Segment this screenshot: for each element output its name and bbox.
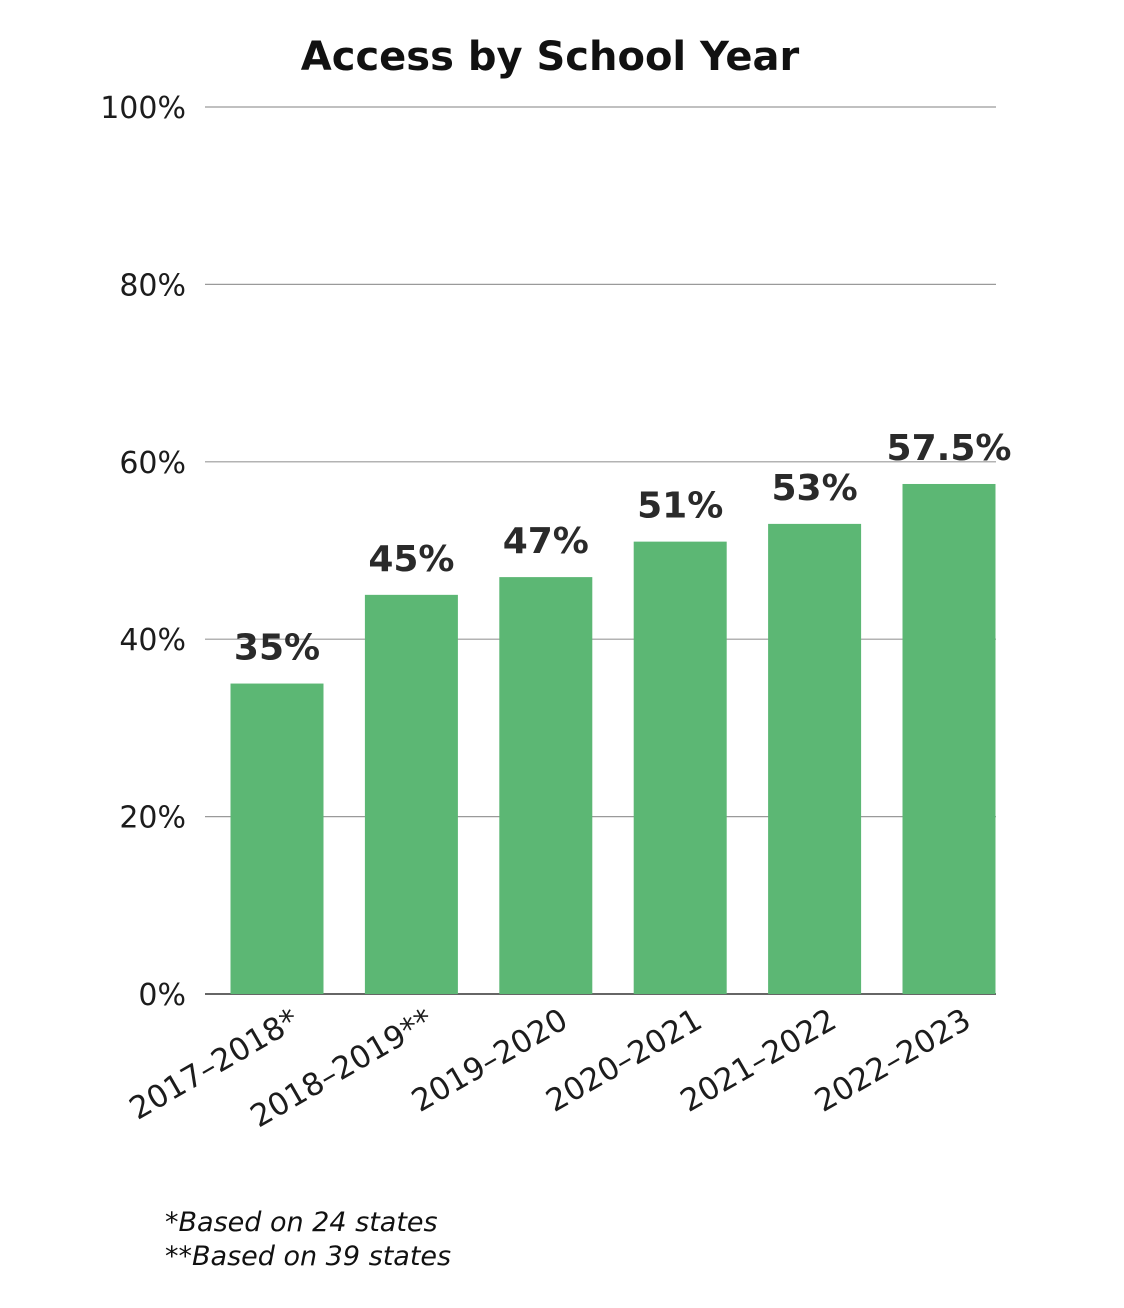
data-label: 45%: [368, 539, 454, 580]
data-label: 47%: [503, 521, 589, 562]
bar: [364, 594, 458, 994]
bar: [499, 577, 593, 994]
y-tick-label: 100%: [100, 91, 186, 126]
bar: [768, 523, 862, 994]
y-tick-label: 80%: [119, 268, 186, 303]
data-label: 35%: [234, 628, 320, 669]
gridlines: [205, 106, 996, 995]
y-tick-label: 40%: [119, 623, 186, 658]
footnote-39-states: **Based on 39 states: [165, 1241, 452, 1272]
bar: [902, 483, 996, 994]
y-tick-label: 0%: [138, 978, 186, 1013]
footnote-24-states: *Based on 24 states: [165, 1207, 438, 1238]
footnotes: *Based on 24 states **Based on 39 states: [165, 1206, 451, 1274]
y-tick-label: 60%: [119, 446, 186, 481]
data-labels: 35% 45% 47% 51% 53% 57.5%: [234, 428, 1012, 669]
bars: [230, 483, 996, 994]
data-label: 57.5%: [887, 428, 1012, 469]
bar: [633, 541, 727, 994]
bar: [230, 683, 324, 994]
chart-title: Access by School Year: [301, 34, 800, 80]
data-label: 51%: [637, 486, 723, 527]
data-label: 53%: [772, 468, 858, 509]
x-axis-ticks: 2017–2018*2018–2019**2019–20202020–20212…: [123, 1002, 977, 1135]
y-axis-ticks: 0% 20% 40% 60% 80% 100%: [100, 91, 186, 1013]
y-tick-label: 20%: [119, 801, 186, 836]
